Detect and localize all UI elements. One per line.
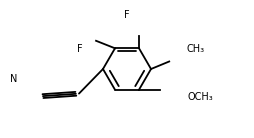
Text: F: F <box>77 44 82 54</box>
Text: CH₃: CH₃ <box>186 44 204 54</box>
Text: F: F <box>124 10 130 20</box>
Text: OCH₃: OCH₃ <box>188 92 213 102</box>
Text: N: N <box>10 74 18 84</box>
